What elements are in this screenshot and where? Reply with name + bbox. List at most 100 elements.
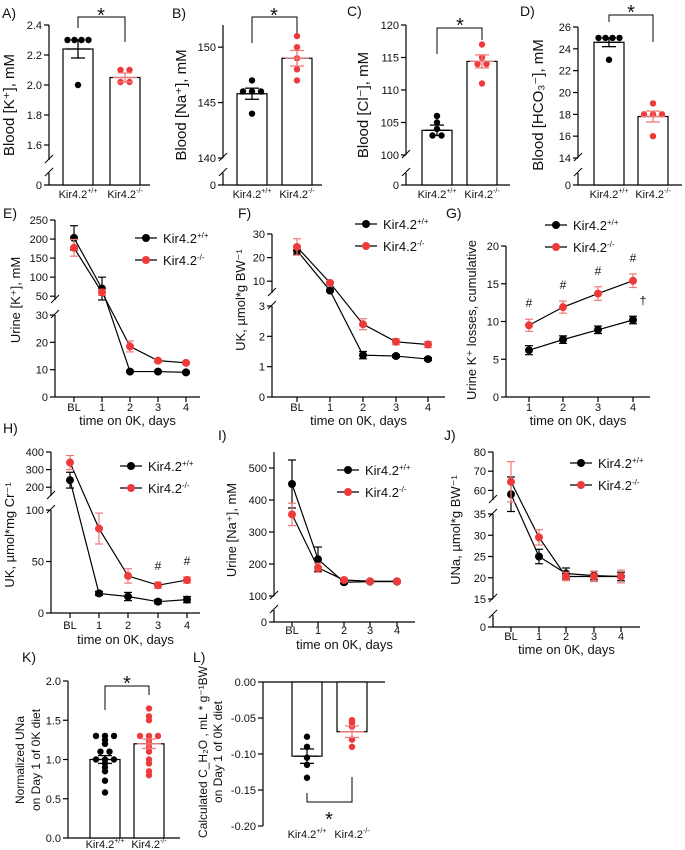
- x-tick-label: 3: [591, 631, 597, 643]
- panel-K: K) 0.0 0.5 1.0 1.5 2.0 Normalized UNa on Day 1 …: [13, 649, 180, 850]
- y-tick-label: 105: [381, 118, 399, 130]
- legend-label: Kir4.2+/+: [598, 456, 644, 471]
- data-point: [478, 80, 486, 87]
- panel-label: L): [193, 649, 205, 665]
- data-point: [616, 34, 623, 42]
- bar: [466, 60, 498, 186]
- axis-break-mark: [50, 294, 60, 304]
- data-point: [64, 36, 71, 44]
- y-tick-label: 1.6: [27, 140, 42, 152]
- significance-star: *: [123, 673, 131, 695]
- data-point: [366, 577, 374, 586]
- y-axis-label: Normalized UNa: [13, 716, 27, 804]
- data-point: [97, 748, 104, 755]
- y-tick-label: 14: [559, 153, 571, 165]
- category-label-sup: +/+: [618, 188, 628, 195]
- data-point: [70, 243, 78, 252]
- x-axis-label: time on 0K, days: [77, 632, 174, 647]
- y-tick-label: 10: [487, 317, 499, 329]
- y-tick-label: 2.4: [27, 20, 42, 32]
- legend-label-label: Kir4.2: [163, 253, 197, 268]
- axis-break-mark: [44, 154, 54, 164]
- y-tick-label: -0.20: [231, 821, 256, 833]
- y-tick-label: 70: [474, 466, 486, 478]
- y-tick-label: 24: [559, 44, 571, 56]
- x-tick-label: 2: [127, 402, 133, 414]
- y-tick-label: 140: [198, 153, 216, 165]
- axis-break-mark: [218, 167, 228, 177]
- significance-bracket: [251, 16, 298, 43]
- panel-label: K): [22, 649, 36, 665]
- y-tick-label: 80: [474, 447, 486, 459]
- category-label-sup: -/-: [493, 188, 500, 195]
- data-point: [478, 41, 486, 48]
- y-tick-label: 20: [36, 337, 48, 349]
- axis-break-mark: [401, 149, 411, 159]
- category-label: Kir4.2+/+: [288, 828, 327, 841]
- data-point: [95, 524, 103, 533]
- data-point: [126, 367, 134, 376]
- data-point: [340, 576, 348, 584]
- data-point: [617, 572, 625, 581]
- x-axis-label: time on 0K, days: [79, 413, 176, 428]
- y-tick-label: -0.05: [231, 713, 256, 725]
- y-tick-label: 30: [474, 530, 486, 542]
- y-tick-label: 35: [474, 509, 486, 521]
- legend-label-label: Kir4.2: [573, 240, 607, 255]
- data-point: [649, 132, 657, 140]
- panel-I: I) 0 100 200 300 400 500 Urine [Na⁺], mM BL 1 2 3 4t…: [218, 427, 415, 652]
- category-label-sup: -/-: [308, 188, 315, 195]
- y-tick-label: 30: [36, 310, 48, 322]
- data-point: [145, 772, 153, 779]
- y-tick-label: 26: [559, 22, 571, 34]
- data-point: [124, 592, 132, 601]
- y-tick-label: 0: [393, 180, 399, 192]
- y-tick-label: 50: [36, 291, 48, 303]
- data-point: [106, 748, 113, 755]
- y-axis-label-line2: on Day 1 of 0K diet: [211, 700, 225, 803]
- data-point: [154, 581, 162, 590]
- legend-label-sup: +/+: [417, 217, 429, 226]
- y-tick-label: 500: [249, 463, 267, 475]
- y-tick-label: 1: [259, 362, 265, 374]
- data-point: [117, 66, 124, 74]
- data-point: [154, 597, 162, 606]
- significance-bracket: [306, 777, 353, 803]
- category-label: Kir4.2-/-: [279, 188, 315, 201]
- legend-marker: [577, 481, 585, 489]
- data-point: [326, 278, 334, 287]
- x-axis-label: time on 0K, days: [530, 413, 627, 428]
- x-tick-label: BL: [504, 631, 517, 643]
- x-tick-label: 2: [125, 620, 131, 632]
- y-tick-label: 10: [36, 365, 48, 377]
- significance-star: *: [97, 5, 105, 27]
- series-line: [291, 514, 397, 582]
- y-tick-label: 400: [249, 495, 267, 507]
- data-point: [288, 480, 296, 488]
- series-line: [528, 280, 634, 326]
- axis-break-mark: [44, 167, 54, 177]
- panel-label: C): [347, 3, 362, 19]
- data-point: [649, 100, 657, 107]
- axis-break-mark: [267, 300, 277, 310]
- bar: [421, 129, 453, 186]
- y-axis-label: UNa, µmol*g BW⁻¹: [448, 474, 463, 584]
- y-tick-label: 2.0: [27, 80, 42, 92]
- significance-bracket: [608, 14, 654, 42]
- x-axis-label: time on 0K, days: [518, 642, 615, 657]
- data-point: [359, 351, 367, 360]
- significance-bracket: [104, 685, 150, 710]
- y-axis-label: Urine [Na⁺], mM: [224, 483, 239, 577]
- data-point: [136, 732, 144, 740]
- y-tick-label: 0: [261, 617, 267, 629]
- data-point: [145, 748, 153, 755]
- significance-star: *: [627, 2, 635, 24]
- category-label-sup: -/-: [363, 828, 370, 835]
- x-tick-label: 3: [595, 402, 601, 414]
- panel-label: A): [2, 5, 16, 21]
- y-axis-label: UK, µmol*g BW⁻¹: [233, 248, 248, 350]
- category-label-label: Kir4.2: [590, 189, 619, 201]
- y-tick-label: 115: [381, 53, 399, 65]
- data-point: [248, 110, 256, 117]
